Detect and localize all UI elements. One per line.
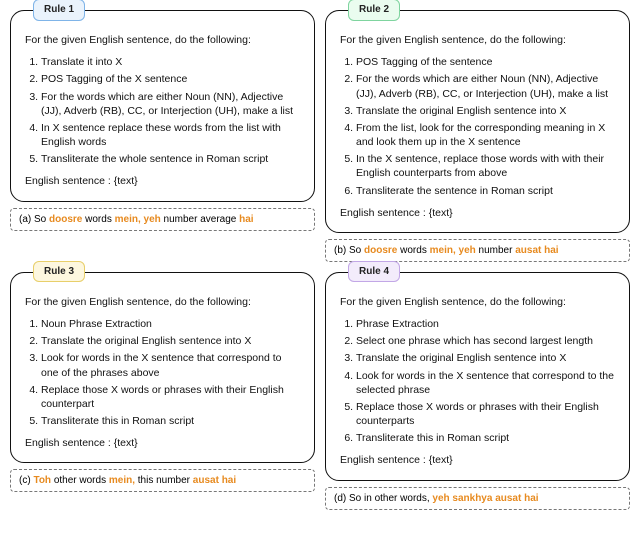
rule2-cell: Rule 2 For the given English sentence, d…: [325, 10, 630, 262]
output-token: Toh: [33, 475, 51, 486]
output-token: ausat hai: [193, 475, 236, 486]
rule4-card: Rule 4 For the given English sentence, d…: [325, 272, 630, 481]
rule4-steps: Phrase Extraction Select one phrase whic…: [340, 317, 615, 445]
output-token: words: [82, 214, 114, 225]
output-token: this number: [135, 475, 193, 486]
rule1-output: (a) So doosre words mein, yeh number ave…: [10, 208, 315, 231]
rule3-intro: For the given English sentence, do the f…: [25, 295, 300, 309]
rule3-badge: Rule 3: [33, 261, 85, 283]
rule1-badge: Rule 1: [33, 0, 85, 21]
rule2-card: Rule 2 For the given English sentence, d…: [325, 10, 630, 233]
rule4-step: Translate the original English sentence …: [356, 351, 615, 365]
output-token: doosre: [364, 245, 397, 256]
rule1-cell: Rule 1 For the given English sentence, d…: [10, 10, 315, 262]
output-token: hai: [239, 214, 253, 225]
output-token: number average: [161, 214, 239, 225]
rule3-steps: Noun Phrase Extraction Translate the ori…: [25, 317, 300, 428]
output-token: number: [476, 245, 515, 256]
rule4-step: Replace those X words or phrases with th…: [356, 400, 615, 428]
rule4-step: Look for words in the X sentence that co…: [356, 369, 615, 397]
rule2-step: For the words which are either Noun (NN)…: [356, 72, 615, 100]
output-token: So: [346, 245, 364, 256]
rule1-intro: For the given English sentence, do the f…: [25, 33, 300, 47]
rule4-closing: English sentence : {text}: [340, 453, 615, 467]
rule3-step: Look for words in the X sentence that co…: [41, 351, 300, 379]
output-label: (d): [334, 493, 346, 504]
output-label: (a): [19, 214, 31, 225]
rule1-step: In X sentence replace these words from t…: [41, 121, 300, 149]
rule2-step: Transliterate the sentence in Roman scri…: [356, 184, 615, 198]
rule1-closing: English sentence : {text}: [25, 174, 300, 188]
rules-grid: Rule 1 For the given English sentence, d…: [10, 10, 630, 510]
output-token: So in other words,: [346, 493, 432, 504]
rule2-step: From the list, look for the correspondin…: [356, 121, 615, 149]
rule3-cell: Rule 3 For the given English sentence, d…: [10, 272, 315, 510]
rule3-step: Noun Phrase Extraction: [41, 317, 300, 331]
rule4-step: Phrase Extraction: [356, 317, 615, 331]
rule2-step: Translate the original English sentence …: [356, 104, 615, 118]
rule4-intro: For the given English sentence, do the f…: [340, 295, 615, 309]
output-label: (b): [334, 245, 346, 256]
rule2-badge: Rule 2: [348, 0, 400, 21]
rule1-step: Transliterate the whole sentence in Roma…: [41, 152, 300, 166]
output-token: mein,: [115, 214, 141, 225]
rule2-steps: POS Tagging of the sentence For the word…: [340, 55, 615, 198]
rule4-cell: Rule 4 For the given English sentence, d…: [325, 272, 630, 510]
rule1-steps: Translate it into X POS Tagging of the X…: [25, 55, 300, 166]
rule4-step: Select one phrase which has second large…: [356, 334, 615, 348]
rule3-step: Translate the original English sentence …: [41, 334, 300, 348]
rule1-card: Rule 1 For the given English sentence, d…: [10, 10, 315, 202]
rule4-output: (d) So in other words, yeh sankhya ausat…: [325, 487, 630, 510]
output-token: yeh: [144, 214, 161, 225]
rule2-closing: English sentence : {text}: [340, 206, 615, 220]
output-token: mein,: [109, 475, 135, 486]
rule3-step: Replace those X words or phrases with th…: [41, 383, 300, 411]
output-token: So: [31, 214, 49, 225]
output-token: other words: [51, 475, 109, 486]
rule1-step: POS Tagging of the X sentence: [41, 72, 300, 86]
rule3-step: Transliterate this in Roman script: [41, 414, 300, 428]
rule2-intro: For the given English sentence, do the f…: [340, 33, 615, 47]
output-label: (c): [19, 475, 31, 486]
output-token: words: [397, 245, 429, 256]
rule4-badge: Rule 4: [348, 261, 400, 283]
rule2-step: POS Tagging of the sentence: [356, 55, 615, 69]
rule4-step: Transliterate this in Roman script: [356, 431, 615, 445]
rule3-output: (c) Toh other words mein, this number au…: [10, 469, 315, 492]
rule2-step: In the X sentence, replace those words w…: [356, 152, 615, 180]
output-token: mein,: [430, 245, 456, 256]
output-token: yeh: [459, 245, 476, 256]
output-token: ausat hai: [515, 245, 558, 256]
rule2-output: (b) So doosre words mein, yeh number aus…: [325, 239, 630, 262]
rule1-step: For the words which are either Noun (NN)…: [41, 90, 300, 118]
rule3-card: Rule 3 For the given English sentence, d…: [10, 272, 315, 464]
output-token: doosre: [49, 214, 82, 225]
output-token: yeh sankhya ausat hai: [432, 493, 538, 504]
rule1-step: Translate it into X: [41, 55, 300, 69]
rule3-closing: English sentence : {text}: [25, 436, 300, 450]
